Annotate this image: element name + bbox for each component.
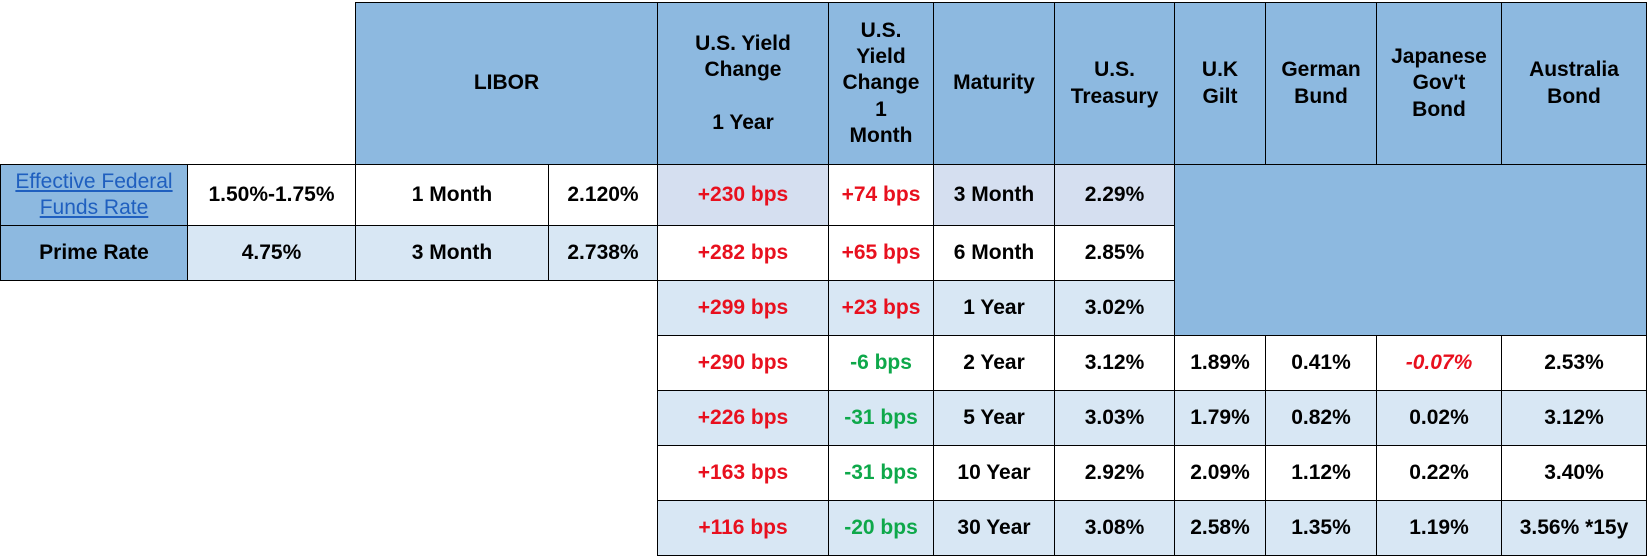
change-1m: +74 bps [828,164,934,226]
change-1m: +65 bps [828,225,934,281]
header-text: Month [849,123,913,147]
header-text: Treasury [1070,84,1159,108]
rate-value-prime: 4.75% [187,225,356,281]
header-text: Bond [1547,84,1601,108]
header-text: U.S. [860,18,902,42]
uk-gilt: 1.89% [1174,335,1266,391]
libor-rate: 2.738% [548,225,658,281]
header-yield-change-1m: U.S. Yield Change 1 Month [828,2,934,165]
uk-gilt: 2.58% [1174,500,1266,556]
header-text: German [1281,58,1361,82]
change-1y: +282 bps [657,225,829,281]
rate-name-fed-funds: Effective Federal Funds Rate [0,164,188,226]
libor-term: 3 Month [355,225,549,281]
change-1y: +290 bps [657,335,829,391]
maturity: 6 Month [933,225,1055,281]
header-text: U.K [1201,58,1239,82]
header-australia-bond: Australia Bond [1501,2,1647,165]
header-text: U.S. Yield [695,32,791,56]
header-text: Yield [856,45,906,69]
change-1m: +23 bps [828,280,934,336]
maturity: 2 Year [933,335,1055,391]
header-text: Australia [1529,58,1619,82]
australia-bond: 3.12% [1501,390,1647,446]
australia-bond: 2.53% [1501,335,1647,391]
rate-name-prime: Prime Rate [0,225,188,281]
maturity: 10 Year [933,445,1055,501]
change-1y: +116 bps [657,500,829,556]
australia-bond: 3.56% *15y [1501,500,1647,556]
header-us-treasury: U.S. Treasury [1054,2,1175,165]
rate-value-fed-funds: 1.50%-1.75% [187,164,356,226]
us-treasury: 3.08% [1054,500,1175,556]
japanese-bond: -0.07% [1376,335,1502,391]
libor-rate: 2.120% [548,164,658,226]
japanese-bond: 1.19% [1376,500,1502,556]
change-1y: +299 bps [657,280,829,336]
header-text: Change [842,71,920,95]
uk-gilt: 2.09% [1174,445,1266,501]
us-treasury: 3.03% [1054,390,1175,446]
german-bund: 1.35% [1265,500,1377,556]
us-treasury: 2.92% [1054,445,1175,501]
header-text: Japanese [1391,45,1487,69]
header-text: Gilt [1202,84,1238,108]
header-text: Bund [1294,84,1348,108]
header-text: U.S. [1094,58,1135,82]
header-german-bund: German Bund [1265,2,1377,165]
change-1m: -31 bps [828,390,934,446]
us-treasury: 3.12% [1054,335,1175,391]
us-treasury: 2.85% [1054,225,1175,281]
german-bund: 0.82% [1265,390,1377,446]
change-1y: +163 bps [657,445,829,501]
change-1y: +230 bps [657,164,829,226]
header-text: Bond [1412,97,1466,121]
header-uk-gilt: U.K Gilt [1174,2,1266,165]
header-text: Change [704,58,782,82]
german-bund: 0.41% [1265,335,1377,391]
maturity: 3 Month [933,164,1055,226]
japanese-bond: 0.02% [1376,390,1502,446]
header-text: 1 [875,97,887,121]
maturity: 30 Year [933,500,1055,556]
us-treasury: 2.29% [1054,164,1175,226]
header-maturity: Maturity [933,2,1055,165]
header-japanese-bond: Japanese Gov't Bond [1376,2,1502,165]
japanese-bond: 0.22% [1376,445,1502,501]
maturity: 5 Year [933,390,1055,446]
german-bund: 1.12% [1265,445,1377,501]
us-treasury: 3.02% [1054,280,1175,336]
australia-bond: 3.40% [1501,445,1647,501]
header-yield-change-1y: U.S. Yield Change 1 Year [657,2,829,165]
header-libor: LIBOR [355,2,658,165]
fed-funds-link[interactable]: Effective Federal [15,169,173,193]
header-text: Gov't [1412,71,1466,95]
change-1m: -6 bps [828,335,934,391]
change-1y: +226 bps [657,390,829,446]
change-1m: -20 bps [828,500,934,556]
header-text: 1 Year [712,110,774,134]
libor-term: 1 Month [355,164,549,226]
uk-gilt: 1.79% [1174,390,1266,446]
maturity: 1 Year [933,280,1055,336]
change-1m: -31 bps [828,445,934,501]
empty-foreign-block [1174,164,1647,336]
fed-funds-link[interactable]: Funds Rate [39,196,149,219]
